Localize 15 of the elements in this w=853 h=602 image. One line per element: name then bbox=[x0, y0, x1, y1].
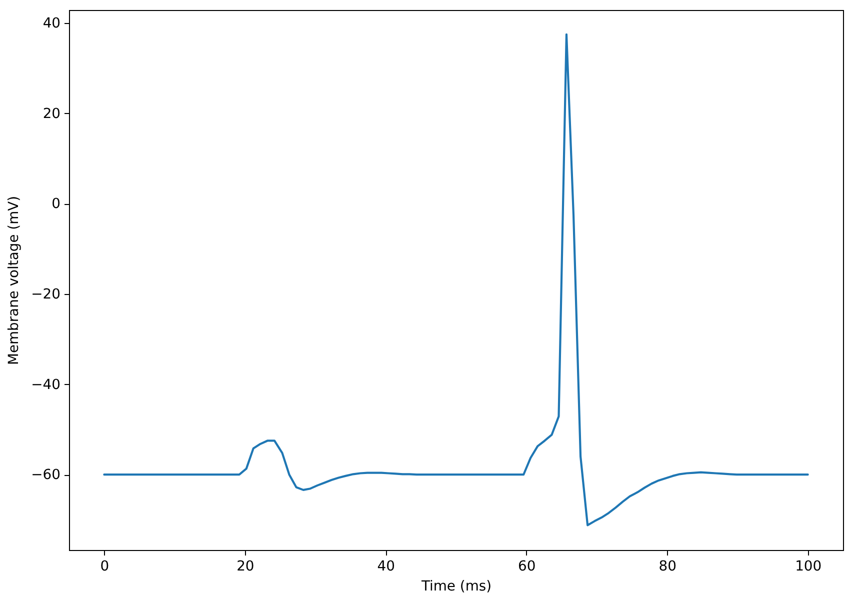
x-tick-label: 0 bbox=[100, 558, 110, 574]
x-tick-label: 40 bbox=[377, 558, 395, 574]
y-tick-label: 20 bbox=[42, 106, 60, 122]
x-tick-label: 80 bbox=[658, 558, 676, 574]
x-tick-label: 60 bbox=[518, 558, 536, 574]
x-tick-label: 20 bbox=[236, 558, 254, 574]
y-tick-label: −60 bbox=[31, 467, 60, 484]
y-tick-label: −40 bbox=[31, 376, 60, 393]
y-axis-title: Membrane voltage (mV) bbox=[6, 196, 22, 366]
line-series bbox=[103, 33, 809, 526]
y-tick-label: −20 bbox=[31, 286, 60, 302]
y-tick-label: 0 bbox=[52, 196, 60, 212]
x-axis-title: Time (ms) bbox=[420, 578, 492, 594]
y-tick-label: 40 bbox=[42, 16, 60, 32]
x-tick-label: 100 bbox=[795, 558, 822, 574]
